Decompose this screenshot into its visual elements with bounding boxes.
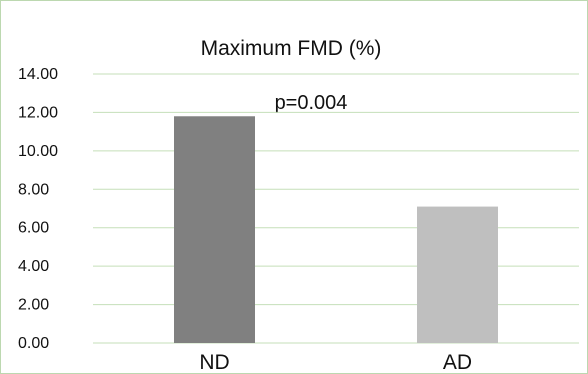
- y-tick-label: 6.00: [18, 220, 49, 237]
- x-tick-label-ad: AD: [443, 351, 472, 373]
- y-tick-label: 10.00: [18, 143, 58, 160]
- gridlines: [93, 73, 579, 344]
- y-tick-label: 0.00: [18, 335, 49, 352]
- x-axis-labels: ND AD: [199, 351, 472, 373]
- y-axis-ticks: 0.00 2.00 4.00 6.00 8.00 10.00 12.00 14.00: [18, 66, 58, 352]
- bar-nd: [174, 116, 255, 344]
- bars: [174, 116, 498, 344]
- y-tick-label: 12.00: [18, 104, 58, 121]
- y-tick-label: 4.00: [18, 258, 49, 275]
- y-tick-label: 2.00: [18, 297, 49, 314]
- y-tick-label: 8.00: [18, 181, 49, 198]
- x-tick-label-nd: ND: [199, 351, 229, 373]
- chart-title: Maximum FMD (%): [201, 37, 382, 60]
- y-tick-label: 14.00: [18, 66, 58, 83]
- p-value-annotation: p=0.004: [275, 92, 348, 114]
- bar-ad: [417, 206, 498, 343]
